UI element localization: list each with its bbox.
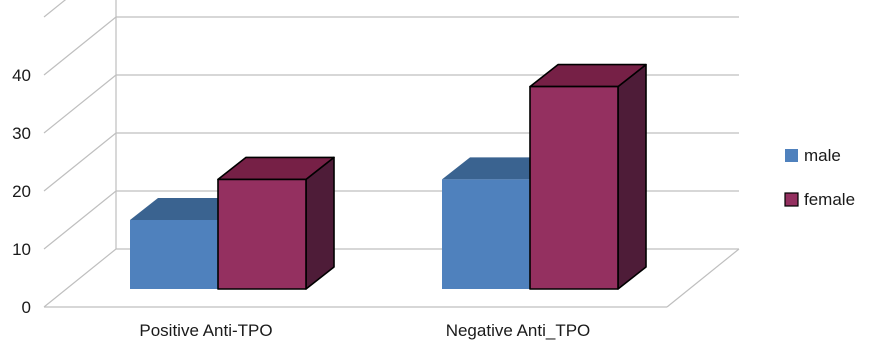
legend: male female	[784, 146, 855, 209]
y-tick-label-40: 40	[12, 66, 31, 85]
y-tick-label-0: 0	[22, 298, 31, 317]
y-tick-label-20: 20	[12, 182, 31, 201]
legend-swatch-male	[785, 149, 798, 162]
bar-female-0	[217, 156, 335, 290]
bars	[130, 63, 647, 290]
floor-side-edge	[666, 248, 740, 308]
y-tick-label-10: 10	[12, 240, 31, 259]
legend-swatch-female	[784, 192, 799, 207]
category-label-1: Negative Anti_TPO	[446, 321, 591, 340]
bar-female-1	[529, 63, 647, 290]
y-tick-label-30: 30	[12, 124, 31, 143]
gridline-50	[43, 0, 67, 18]
x-axis-labels: Positive Anti-TPO Negative Anti_TPO	[139, 321, 590, 340]
legend-label-female: female	[804, 190, 855, 209]
category-label-0: Positive Anti-TPO	[139, 321, 272, 340]
y-axis: 0 10 20 30 40	[12, 66, 31, 317]
legend-label-male: male	[804, 146, 841, 165]
